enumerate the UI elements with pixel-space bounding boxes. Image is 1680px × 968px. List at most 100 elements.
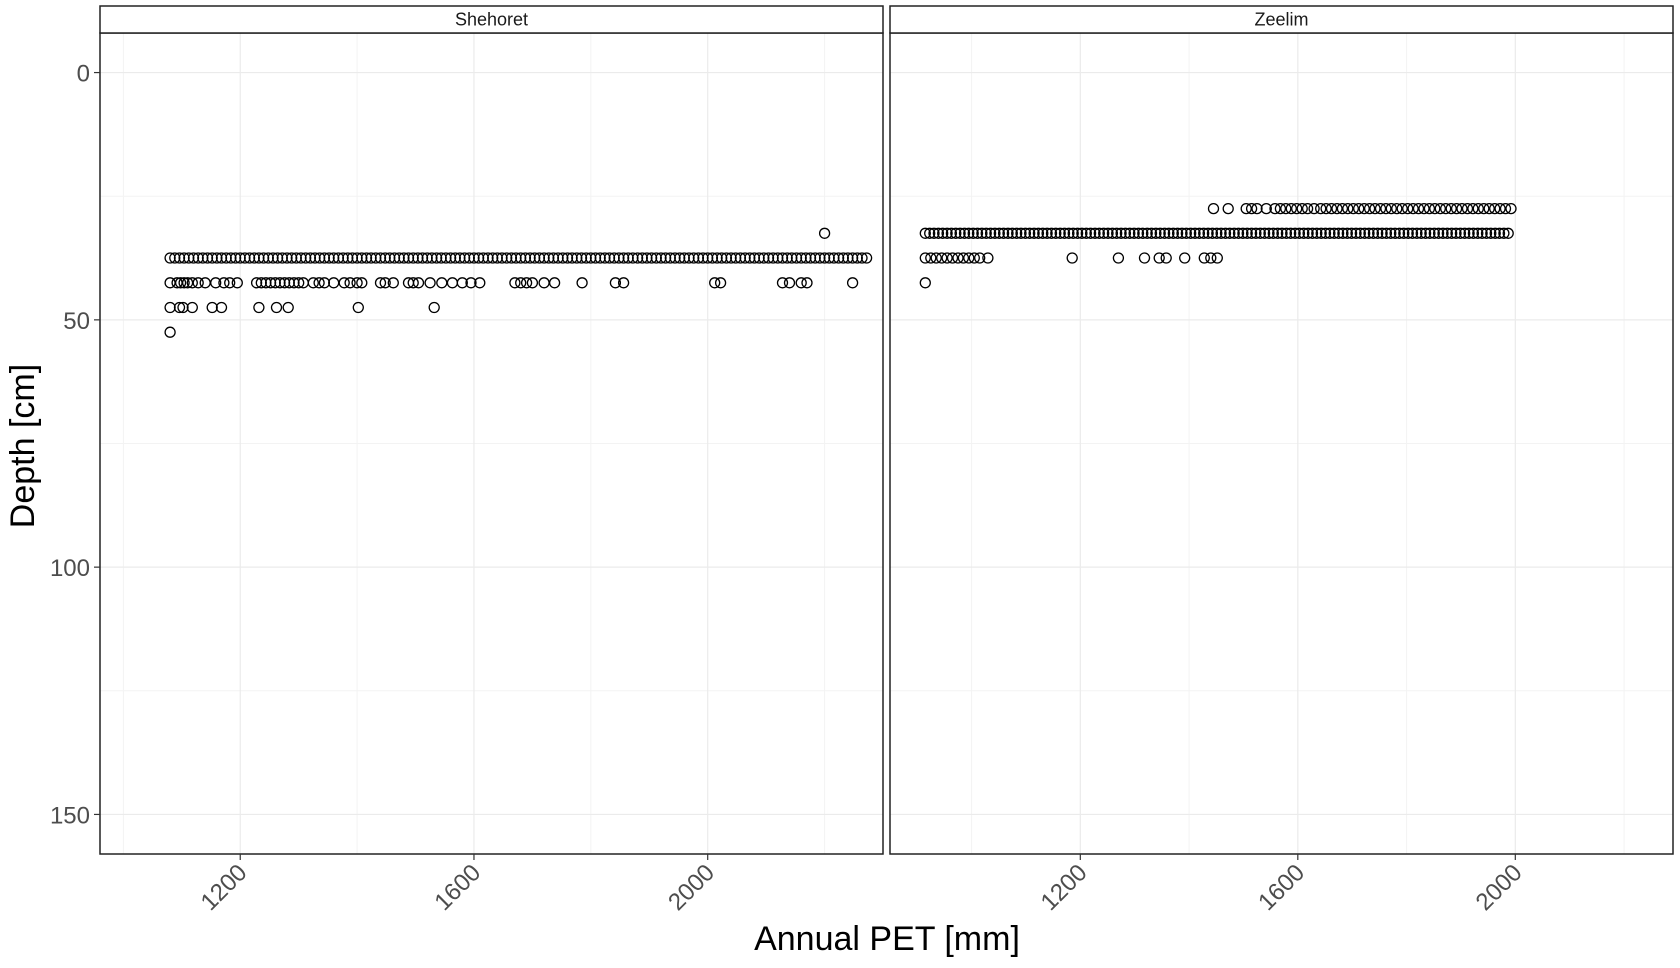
data-point xyxy=(1193,227,1206,239)
data-point xyxy=(818,252,831,264)
data-point xyxy=(210,277,222,289)
data-point xyxy=(941,252,953,264)
data-point xyxy=(269,277,281,289)
data-point xyxy=(818,227,831,239)
data-point xyxy=(281,252,293,264)
data-point xyxy=(856,252,868,264)
data-point xyxy=(1319,227,1332,239)
data-point xyxy=(984,227,997,239)
data-point xyxy=(1418,202,1430,215)
data-point xyxy=(1374,202,1387,215)
data-point xyxy=(1285,227,1297,239)
data-point xyxy=(374,252,387,264)
data-point xyxy=(548,277,561,289)
data-point xyxy=(1478,202,1490,215)
data-point xyxy=(800,252,812,264)
strip-label: Zeelim xyxy=(1254,10,1308,30)
data-point xyxy=(1138,252,1151,264)
data-point xyxy=(1150,227,1162,239)
data-point xyxy=(286,252,298,264)
data-point xyxy=(631,252,644,264)
data-point xyxy=(1189,227,1201,239)
data-point xyxy=(1063,227,1075,239)
data-point xyxy=(1237,227,1249,239)
data-point xyxy=(561,252,574,264)
data-point xyxy=(1306,227,1319,239)
data-point xyxy=(1398,227,1410,239)
data-point xyxy=(860,252,873,264)
data-point xyxy=(1358,202,1370,215)
data-point xyxy=(1071,227,1084,239)
data-point xyxy=(229,252,242,264)
data-point xyxy=(351,277,363,289)
data-point xyxy=(307,277,319,289)
data-point xyxy=(1467,202,1479,215)
data-point xyxy=(714,277,727,289)
data-point xyxy=(1372,227,1384,239)
data-point xyxy=(356,277,368,289)
data-point xyxy=(617,277,630,289)
data-point xyxy=(795,277,807,289)
data-point xyxy=(692,252,705,264)
data-point xyxy=(267,252,279,264)
x-tick-label: 2000 xyxy=(1471,859,1528,916)
data-point xyxy=(674,252,686,264)
data-point xyxy=(744,252,756,264)
data-point xyxy=(1498,227,1510,239)
data-point xyxy=(669,252,681,264)
data-point xyxy=(1363,227,1375,239)
data-point xyxy=(1391,202,1403,215)
data-point xyxy=(505,252,518,264)
data-point xyxy=(932,227,945,239)
data-point xyxy=(1298,227,1310,239)
y-axis-title: Depth [cm] xyxy=(4,364,42,528)
data-point xyxy=(1480,227,1493,239)
data-point xyxy=(1263,227,1275,239)
data-point xyxy=(925,252,937,264)
data-point xyxy=(1102,227,1114,239)
data-point xyxy=(814,252,826,264)
data-point xyxy=(928,227,940,239)
data-point xyxy=(449,252,461,264)
data-point xyxy=(253,301,265,314)
data-point xyxy=(1345,227,1358,239)
data-point xyxy=(919,227,931,239)
data-point xyxy=(218,277,230,289)
data-point xyxy=(1353,202,1365,215)
data-point xyxy=(776,252,789,264)
data-point xyxy=(1002,227,1014,239)
data-point xyxy=(1389,227,1401,239)
data-point xyxy=(1472,202,1484,215)
data-point xyxy=(725,252,737,264)
data-point xyxy=(993,227,1005,239)
data-point xyxy=(1350,227,1362,239)
data-point xyxy=(1332,227,1345,239)
data-point xyxy=(1446,227,1458,239)
data-point xyxy=(1289,227,1301,239)
data-point xyxy=(1269,202,1281,215)
data-point xyxy=(1380,227,1393,239)
data-point xyxy=(1222,202,1234,215)
data-point xyxy=(963,252,975,264)
data-point xyxy=(954,227,966,239)
data-point xyxy=(1106,227,1119,239)
data-point xyxy=(1211,227,1223,239)
data-point xyxy=(1145,227,1158,239)
data-point xyxy=(1245,227,1258,239)
data-point xyxy=(1254,227,1266,239)
data-point xyxy=(776,277,789,289)
data-point xyxy=(1037,227,1049,239)
strip-label: Shehoret xyxy=(455,10,528,30)
data-point xyxy=(1219,227,1232,239)
data-point xyxy=(1215,227,1227,239)
x-axis: 1200 1600 2000 1200 1600 2000 xyxy=(196,854,1528,916)
data-point xyxy=(282,301,294,314)
data-point xyxy=(1198,252,1210,264)
data-point xyxy=(186,277,198,289)
y-tick-label: 0 xyxy=(77,61,90,88)
data-point xyxy=(293,277,305,289)
data-point xyxy=(958,227,971,239)
data-point xyxy=(379,252,391,264)
data-point xyxy=(1502,227,1514,239)
data-point xyxy=(1454,227,1467,239)
